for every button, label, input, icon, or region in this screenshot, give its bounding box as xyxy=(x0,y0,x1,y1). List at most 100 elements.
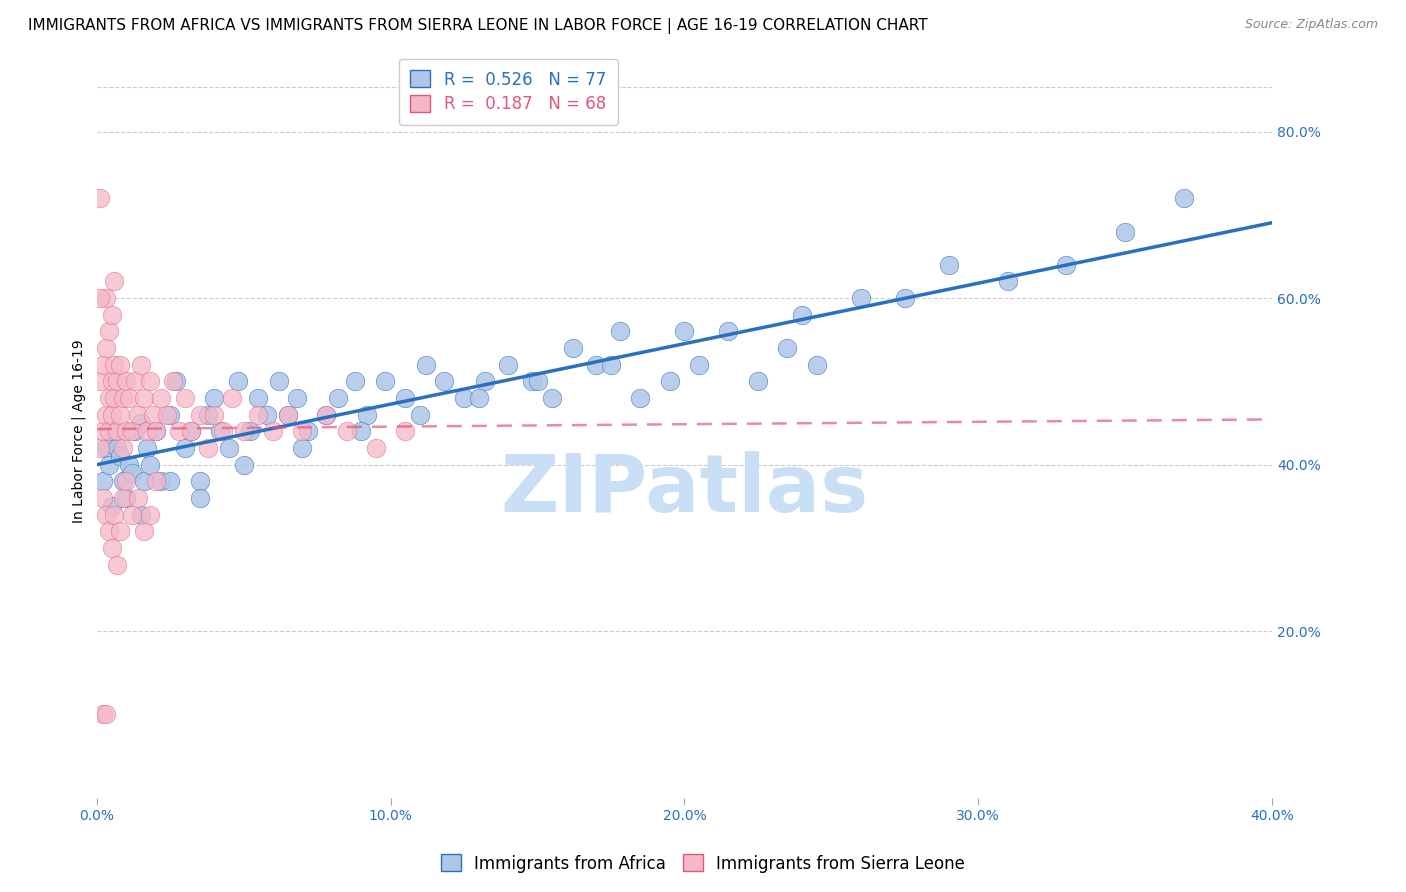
Point xyxy=(112,491,135,505)
Point xyxy=(212,425,235,439)
Point xyxy=(520,375,543,389)
Point xyxy=(790,308,813,322)
Point xyxy=(118,391,141,405)
Point xyxy=(364,441,387,455)
Point xyxy=(110,450,132,464)
Point xyxy=(356,408,378,422)
Point xyxy=(409,408,432,422)
Point xyxy=(526,375,548,389)
Point xyxy=(239,425,262,439)
Point xyxy=(1173,191,1195,205)
Point xyxy=(226,375,249,389)
Point xyxy=(628,391,651,405)
Point xyxy=(121,508,143,522)
Point xyxy=(335,425,357,439)
Point xyxy=(124,425,146,439)
Point xyxy=(112,475,135,489)
Point xyxy=(115,425,138,439)
Point xyxy=(91,475,114,489)
Point xyxy=(145,425,167,439)
Point xyxy=(150,391,173,405)
Point xyxy=(893,291,915,305)
Point xyxy=(107,375,129,389)
Point xyxy=(103,508,125,522)
Point xyxy=(89,291,111,305)
Point xyxy=(247,408,270,422)
Point xyxy=(262,425,284,439)
Point xyxy=(474,375,496,389)
Point xyxy=(115,491,138,505)
Point xyxy=(256,408,278,422)
Point xyxy=(167,425,190,439)
Point xyxy=(129,416,152,430)
Point xyxy=(91,491,114,505)
Point xyxy=(688,358,710,372)
Point xyxy=(118,458,141,472)
Point xyxy=(600,358,623,372)
Point xyxy=(585,358,607,372)
Point xyxy=(145,475,167,489)
Point xyxy=(145,425,167,439)
Point xyxy=(97,391,120,405)
Point xyxy=(468,391,491,405)
Point xyxy=(110,524,132,539)
Point xyxy=(997,275,1019,289)
Point xyxy=(97,458,120,472)
Point xyxy=(188,491,211,505)
Point xyxy=(1114,225,1136,239)
Point xyxy=(350,425,373,439)
Point xyxy=(197,408,219,422)
Point xyxy=(285,391,308,405)
Point xyxy=(197,441,219,455)
Point xyxy=(132,475,155,489)
Point xyxy=(849,291,872,305)
Point xyxy=(94,408,117,422)
Point xyxy=(121,425,143,439)
Point xyxy=(100,541,122,555)
Point xyxy=(103,425,125,439)
Point xyxy=(107,441,129,455)
Point xyxy=(747,375,769,389)
Point xyxy=(132,524,155,539)
Point xyxy=(326,391,349,405)
Point xyxy=(150,475,173,489)
Point xyxy=(453,391,475,405)
Point xyxy=(110,358,132,372)
Point xyxy=(138,458,160,472)
Point xyxy=(806,358,828,372)
Point xyxy=(103,391,125,405)
Point xyxy=(374,375,396,389)
Point xyxy=(100,500,122,514)
Point xyxy=(115,375,138,389)
Point xyxy=(142,408,165,422)
Point xyxy=(247,391,270,405)
Point xyxy=(112,391,135,405)
Point xyxy=(415,358,437,372)
Point xyxy=(394,391,416,405)
Point xyxy=(94,707,117,722)
Point xyxy=(174,441,197,455)
Point xyxy=(180,425,202,439)
Point xyxy=(267,375,290,389)
Point xyxy=(673,325,696,339)
Point xyxy=(129,508,152,522)
Point xyxy=(1054,258,1077,272)
Legend: Immigrants from Africa, Immigrants from Sierra Leone: Immigrants from Africa, Immigrants from … xyxy=(434,847,972,880)
Point xyxy=(107,425,129,439)
Point xyxy=(138,375,160,389)
Point xyxy=(97,325,120,339)
Legend: R =  0.526   N = 77, R =  0.187   N = 68: R = 0.526 N = 77, R = 0.187 N = 68 xyxy=(399,59,617,125)
Point xyxy=(188,475,211,489)
Point xyxy=(221,391,243,405)
Point xyxy=(218,441,240,455)
Point xyxy=(188,408,211,422)
Point xyxy=(291,441,314,455)
Point xyxy=(938,258,960,272)
Text: IMMIGRANTS FROM AFRICA VS IMMIGRANTS FROM SIERRA LEONE IN LABOR FORCE | AGE 16-1: IMMIGRANTS FROM AFRICA VS IMMIGRANTS FRO… xyxy=(28,18,928,34)
Point xyxy=(291,425,314,439)
Point xyxy=(209,425,232,439)
Point xyxy=(561,341,583,355)
Point xyxy=(100,408,122,422)
Point xyxy=(94,508,117,522)
Point xyxy=(103,275,125,289)
